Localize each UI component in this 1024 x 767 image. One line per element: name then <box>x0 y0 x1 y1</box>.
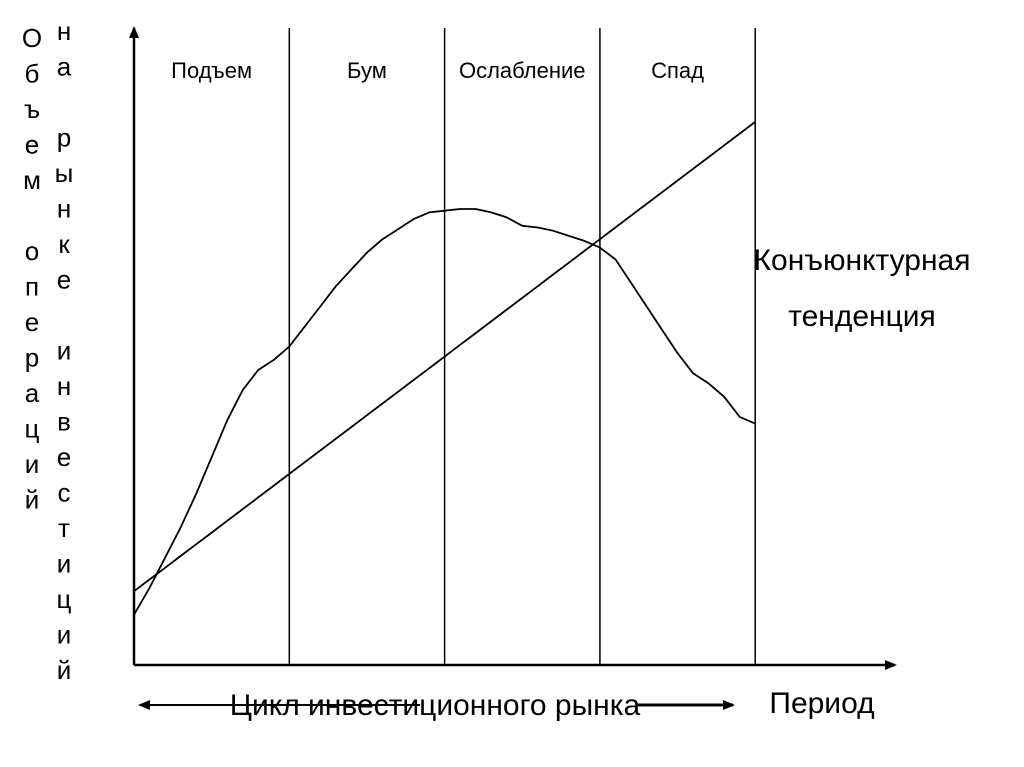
y-axis-label-char: о <box>25 236 39 266</box>
phase-label: Бум <box>347 58 387 83</box>
trend-label: Конъюнктурная тенденция <box>754 244 971 333</box>
phase-label: Подъем <box>171 58 252 83</box>
phase-label: Ослабление <box>459 58 586 83</box>
y-axis-label-char: а <box>25 378 40 408</box>
y-axis-label-char: и <box>57 549 72 579</box>
y-axis-label-char: й <box>25 485 40 515</box>
phase-labels: Подъем Бум Ослабление Спад <box>171 58 704 83</box>
y-axis-label-char: с <box>58 478 71 508</box>
y-axis-label-char: п <box>25 272 39 302</box>
y-axis-label-char: н <box>57 194 71 224</box>
y-axis-label-char: р <box>57 123 71 153</box>
x-axis-label: Период <box>769 687 874 720</box>
y-axis-label-char: н <box>57 16 71 46</box>
phase-boundaries <box>288 28 756 665</box>
y-axis-label-char: О <box>22 23 42 53</box>
trend-line <box>133 121 756 592</box>
y-axis-label-char: и <box>25 449 40 479</box>
y-axis-label-char: ц <box>25 414 40 444</box>
series-group <box>133 121 756 616</box>
y-axis-label-char: й <box>57 655 72 685</box>
y-axis-label-char: т <box>58 513 70 543</box>
y-axis-label-char: в <box>57 407 71 437</box>
y-axis-label-char: е <box>25 307 39 337</box>
y-axis-label-char: а <box>57 52 72 82</box>
y-axis-label-char: е <box>57 265 71 295</box>
y-axis-label-char: р <box>25 343 39 373</box>
phase-label: Спад <box>651 58 704 83</box>
y-axis-label-char: б <box>25 59 40 89</box>
y-axis-label-char: и <box>57 620 72 650</box>
cycle-label: Цикл инвестиционного рынка <box>230 689 641 722</box>
y-axis-label-char: е <box>25 130 39 160</box>
y-axis-label-char: м <box>23 165 41 195</box>
y-axis-label-char: ъ <box>24 94 40 124</box>
y-axis-label-char: ц <box>57 584 72 614</box>
y-axis-label-char: ы <box>55 158 74 188</box>
y-axis-label-char: и <box>57 336 72 366</box>
cycle-curve <box>133 208 756 616</box>
y-axis-label-char: н <box>57 371 71 401</box>
y-axis-label-char: е <box>57 442 71 472</box>
y-axis-label-char: к <box>58 229 70 259</box>
